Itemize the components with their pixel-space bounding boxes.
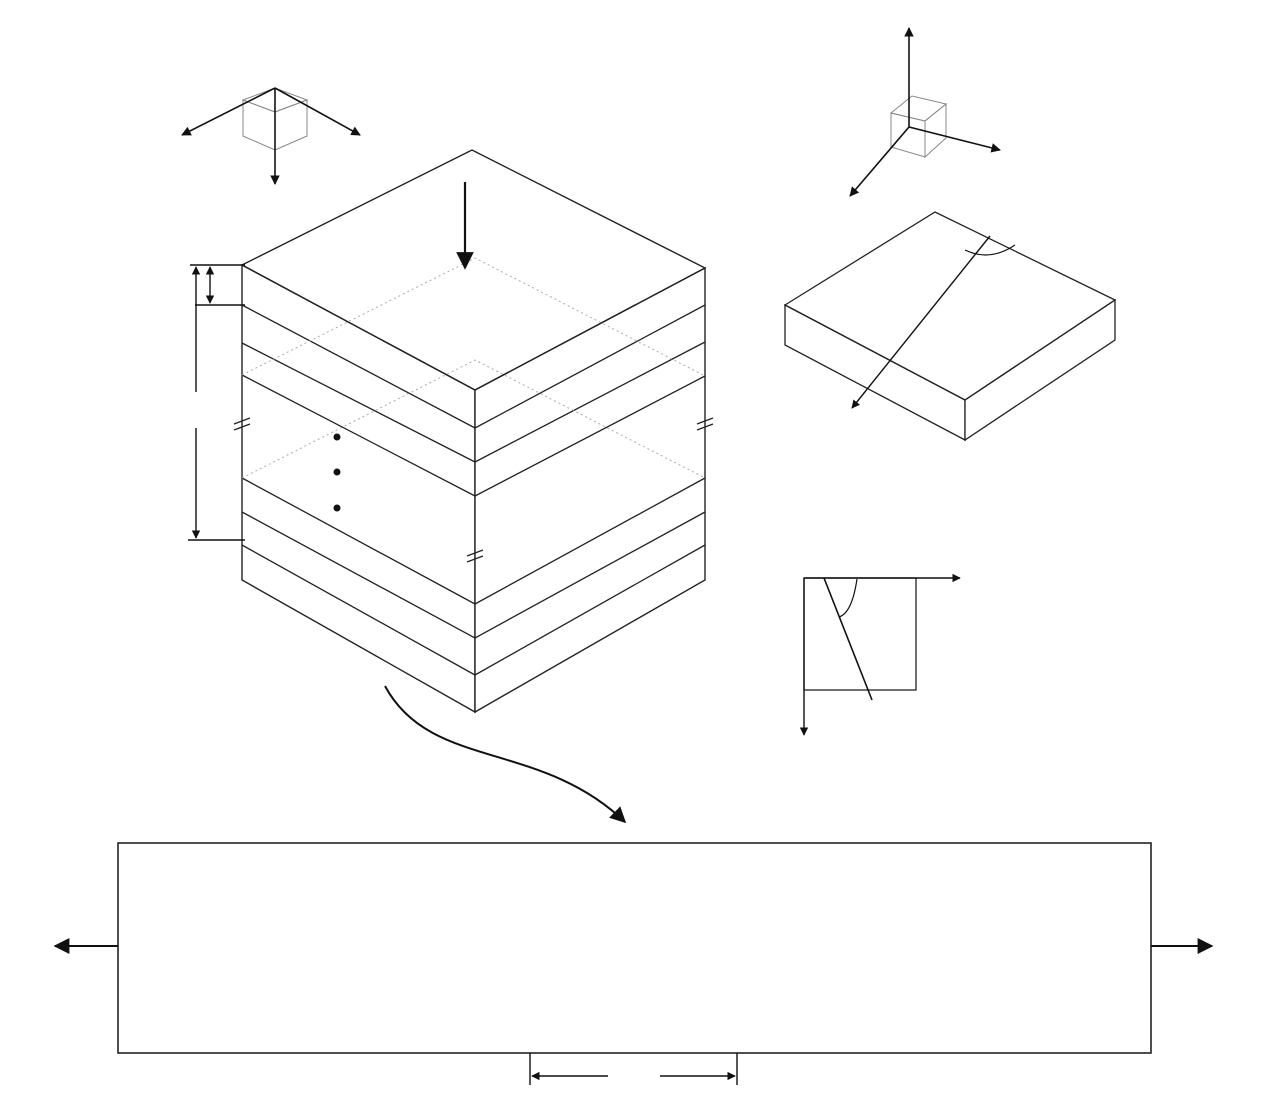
- break-marks: [233, 417, 714, 563]
- D-dimension: [188, 266, 245, 541]
- material-axis-1: [849, 126, 910, 197]
- top-view-angle-arc: [838, 578, 858, 618]
- period-dimension: [529, 1053, 738, 1085]
- single-lamina: [783, 211, 1117, 442]
- stack-top-face: [240, 149, 707, 391]
- strip-border: [117, 842, 1152, 1054]
- top-view: [799, 573, 961, 736]
- stack-left-face: [241, 263, 476, 714]
- global-x-axis: [274, 87, 361, 136]
- unit-cell-strip: [53, 842, 1214, 1085]
- material-system: [849, 27, 1001, 197]
- global-y-axis: [181, 87, 276, 136]
- global-system: [181, 87, 361, 185]
- d-dimension: [190, 264, 245, 306]
- material-cube-icon: [889, 95, 948, 159]
- connector-arrow: [384, 685, 627, 824]
- stack-hidden-section: [241, 257, 706, 479]
- ellipsis-dots: [333, 433, 341, 512]
- material-axis-2: [908, 126, 1001, 153]
- laminate-stack: [188, 149, 714, 714]
- symmetry-axis-arrow: [851, 235, 991, 409]
- top-view-fiber-line: [823, 577, 873, 701]
- stack-right-face: [474, 266, 706, 714]
- lamina-angle-arc: [964, 244, 1016, 256]
- stack-layer-lines: [241, 304, 706, 676]
